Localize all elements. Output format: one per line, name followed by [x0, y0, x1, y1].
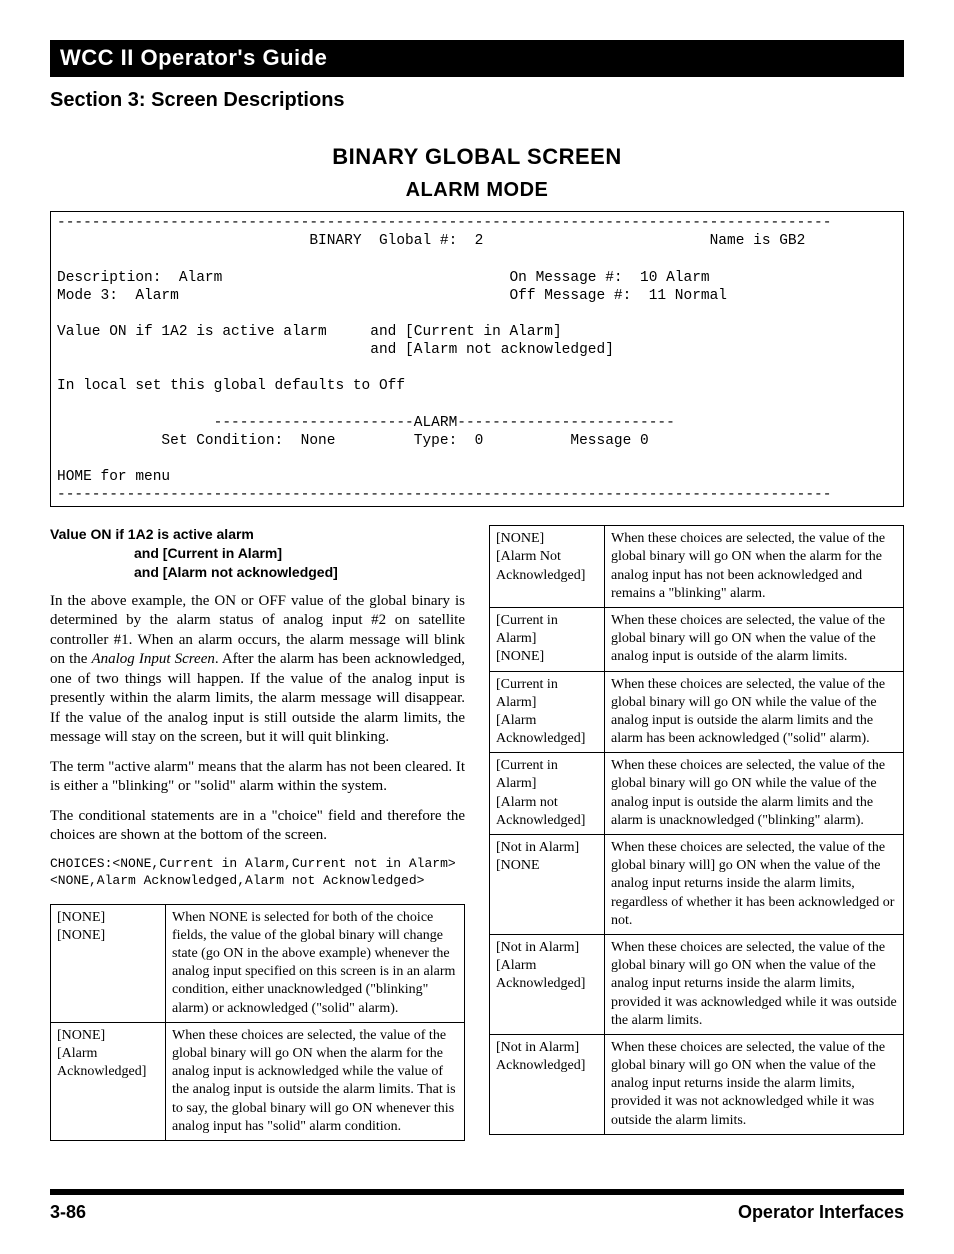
paragraph-heading: Value ON if 1A2 is active alarm and [Cur… [50, 525, 465, 582]
screen-subtitle: ALARM MODE [50, 177, 904, 203]
p1-italic: Analog Input Screen [91, 651, 214, 667]
option-desc: When these choices are selected, the val… [605, 753, 904, 835]
option-desc: When these choices are selected, the val… [605, 1034, 904, 1134]
option-key: [Current in Alarm] [Alarm Acknowledged] [490, 671, 605, 753]
option-desc: When these choices are selected, the val… [605, 526, 904, 608]
table-row: [Not in Alarm] [NONEWhen these choices a… [490, 835, 904, 935]
footer-row: 3-86 Operator Interfaces [50, 1201, 904, 1224]
right-table-body: [NONE] [Alarm Not Acknowledged]When thes… [490, 526, 904, 1135]
option-key: [NONE] [Alarm Acknowledged] [51, 1022, 166, 1140]
option-desc: When these choices are selected, the val… [605, 671, 904, 753]
option-key: [Not in Alarm] [Alarm Acknowledged] [490, 934, 605, 1034]
footer-label: Operator Interfaces [738, 1201, 904, 1224]
table-row: [Current in Alarm] [Alarm not Acknowledg… [490, 753, 904, 835]
heading-line-1: Value ON if 1A2 is active alarm [50, 526, 254, 542]
table-row: [Current in Alarm] [Alarm Acknowledged]W… [490, 671, 904, 753]
header-bar: WCC II Operator's Guide [50, 40, 904, 77]
option-key: [NONE] [NONE] [51, 904, 166, 1022]
paragraph-2: The term "active alarm" means that the a… [50, 758, 465, 797]
left-options-table: [NONE] [NONE]When NONE is selected for b… [50, 904, 465, 1141]
left-column: Value ON if 1A2 is active alarm and [Cur… [50, 525, 465, 1141]
table-row: [NONE] [Alarm Not Acknowledged]When thes… [490, 526, 904, 608]
heading-line-3: and [Alarm not acknowledged] [50, 563, 465, 582]
option-key: [Current in Alarm] [NONE] [490, 607, 605, 671]
terminal-block: ----------------------------------------… [50, 211, 904, 507]
footer-rule [50, 1189, 904, 1195]
guide-title: WCC II Operator's Guide [60, 45, 327, 70]
option-key: [Not in Alarm] Acknowledged] [490, 1034, 605, 1134]
option-desc: When these choices are selected, the val… [605, 835, 904, 935]
table-row: [Current in Alarm] [NONE]When these choi… [490, 607, 904, 671]
heading-line-2: and [Current in Alarm] [50, 544, 465, 563]
option-desc: When these choices are selected, the val… [605, 934, 904, 1034]
table-row: [NONE] [NONE]When NONE is selected for b… [51, 904, 465, 1022]
table-row: [Not in Alarm] [Alarm Acknowledged]When … [490, 934, 904, 1034]
table-row: [Not in Alarm] Acknowledged]When these c… [490, 1034, 904, 1134]
option-desc: When these choices are selected, the val… [166, 1022, 465, 1140]
option-desc: When NONE is selected for both of the ch… [166, 904, 465, 1022]
option-key: [Current in Alarm] [Alarm not Acknowledg… [490, 753, 605, 835]
right-options-table: [NONE] [Alarm Not Acknowledged]When thes… [489, 525, 904, 1135]
left-table-body: [NONE] [NONE]When NONE is selected for b… [51, 904, 465, 1140]
right-column: [NONE] [Alarm Not Acknowledged]When thes… [489, 525, 904, 1135]
page-number: 3-86 [50, 1201, 86, 1224]
table-row: [NONE] [Alarm Acknowledged]When these ch… [51, 1022, 465, 1140]
body-text: In the above example, the ON or OFF valu… [50, 592, 465, 846]
paragraph-3: The conditional statements are in a "cho… [50, 807, 465, 846]
choices-block: CHOICES:<NONE,Current in Alarm,Current n… [50, 856, 465, 890]
option-key: [NONE] [Alarm Not Acknowledged] [490, 526, 605, 608]
screen-title: BINARY GLOBAL SCREEN [50, 143, 904, 172]
two-column-layout: Value ON if 1A2 is active alarm and [Cur… [50, 525, 904, 1141]
option-key: [Not in Alarm] [NONE [490, 835, 605, 935]
paragraph-1: In the above example, the ON or OFF valu… [50, 592, 465, 748]
option-desc: When these choices are selected, the val… [605, 607, 904, 671]
section-title: Section 3: Screen Descriptions [50, 87, 904, 113]
